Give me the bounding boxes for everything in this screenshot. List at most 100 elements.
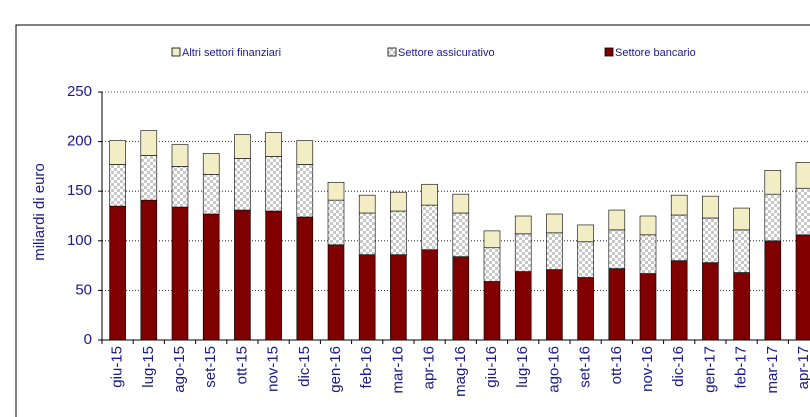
x-tick-label: apr-16: [421, 346, 438, 389]
bar-segment: [358, 212, 376, 255]
x-tick-label: lug-15: [140, 346, 157, 388]
x-tick-label: apr-17: [795, 346, 810, 389]
x-tick-label: nov-15: [265, 346, 282, 392]
bar-segment: [483, 281, 501, 341]
bar-segment: [795, 162, 810, 189]
bar-segment: [109, 205, 126, 341]
bar-segment: [514, 233, 532, 272]
legend-swatch: [171, 47, 181, 57]
bar-segment: [452, 256, 470, 341]
bar-segment: [109, 140, 126, 165]
bar-segment: [577, 224, 594, 243]
y-tick-label: 200: [67, 133, 92, 150]
x-tick-label: ago-16: [545, 346, 562, 393]
bar-segment: [109, 164, 126, 207]
x-tick-label: ott-15: [233, 346, 250, 384]
bar-segment: [140, 130, 158, 156]
y-tick-label: 50: [75, 281, 92, 298]
x-tick-label: ott-16: [608, 346, 625, 384]
bar-segment: [546, 269, 563, 341]
bar-segment: [234, 134, 251, 159]
bar-segment: [577, 241, 594, 278]
bar-segment: [327, 181, 345, 201]
legend-swatch: [387, 47, 397, 57]
bar-segment: [608, 268, 626, 341]
bar-segment: [702, 262, 719, 341]
bar-segment: [265, 132, 282, 157]
x-tick-label: giu-16: [483, 346, 500, 388]
bar-segment: [234, 158, 251, 211]
x-tick-label: nov-16: [639, 346, 656, 392]
bar-segment: [452, 193, 470, 214]
bar-segment: [608, 229, 626, 269]
legend-swatch: [604, 47, 614, 57]
x-tick-label: set-15: [202, 346, 219, 388]
legend-label: Settore bancario: [615, 47, 696, 59]
bar-segment: [670, 194, 688, 216]
x-tick-label: gen-16: [327, 346, 344, 393]
bar-segment: [265, 156, 282, 212]
bar-segment: [764, 240, 782, 341]
y-tick-label: 150: [67, 182, 92, 199]
bar-segment: [296, 164, 314, 218]
x-tick-label: lug-16: [514, 346, 531, 388]
bar-segment: [296, 216, 314, 341]
bar-segment: [639, 215, 657, 236]
x-tick-label: feb-17: [733, 346, 750, 389]
bar-segment: [546, 232, 563, 270]
bar-segment: [140, 155, 158, 201]
bar-segment: [327, 244, 345, 341]
y-tick-label: 0: [84, 331, 92, 348]
bar-segment: [514, 215, 532, 235]
x-tick-label: ago-15: [171, 346, 188, 393]
bar-segment: [670, 214, 688, 261]
bar-segment: [764, 170, 782, 195]
x-tick-label: set-16: [577, 346, 594, 388]
y-tick-label: 250: [67, 83, 92, 100]
bar-segment: [764, 193, 782, 242]
bar-segment: [421, 249, 438, 341]
bar-segment: [639, 234, 657, 274]
bar-segment: [140, 199, 158, 341]
bar-segment: [452, 212, 470, 257]
bar-segment: [296, 140, 314, 165]
bar-segment: [733, 229, 750, 273]
bar-segment: [483, 247, 501, 282]
bar-segment: [702, 217, 719, 263]
x-tick-label: giu-15: [109, 346, 126, 388]
legend-label: Altri settori finanziari: [182, 47, 281, 59]
bar-segment: [358, 254, 376, 341]
x-tick-label: mar-17: [764, 346, 781, 394]
bar-segment: [265, 210, 282, 341]
bar-segment: [171, 206, 189, 341]
x-tick-label: dic-15: [296, 346, 313, 387]
bar-segment: [327, 199, 345, 246]
bar-segment: [483, 230, 501, 249]
legend-label: Settore assicurativo: [398, 47, 495, 59]
bar-segment: [733, 207, 750, 231]
bar-segment: [702, 195, 719, 219]
bar-segment: [358, 194, 376, 214]
chart-frame: [15, 24, 810, 417]
bar-segment: [795, 187, 810, 236]
x-tick-label: mar-16: [389, 346, 406, 394]
bar-segment: [234, 209, 251, 341]
bar-segment: [421, 183, 438, 206]
y-tick-label: 100: [67, 232, 92, 249]
x-tick-label: mag-16: [452, 346, 469, 397]
bar-segment: [202, 174, 220, 215]
bar-segment: [390, 191, 407, 212]
bar-segment: [639, 273, 657, 341]
y-axis-label: miliardi di euro: [31, 163, 48, 261]
bar-segment: [795, 234, 810, 341]
bar-segment: [390, 210, 407, 255]
bar-segment: [608, 209, 626, 231]
bar-segment: [577, 277, 594, 341]
bar-segment: [670, 260, 688, 341]
bar-segment: [390, 254, 407, 341]
x-tick-label: gen-17: [701, 346, 718, 393]
bar-segment: [171, 166, 189, 208]
bar-segment: [171, 144, 189, 167]
x-tick-label: feb-16: [358, 346, 375, 389]
